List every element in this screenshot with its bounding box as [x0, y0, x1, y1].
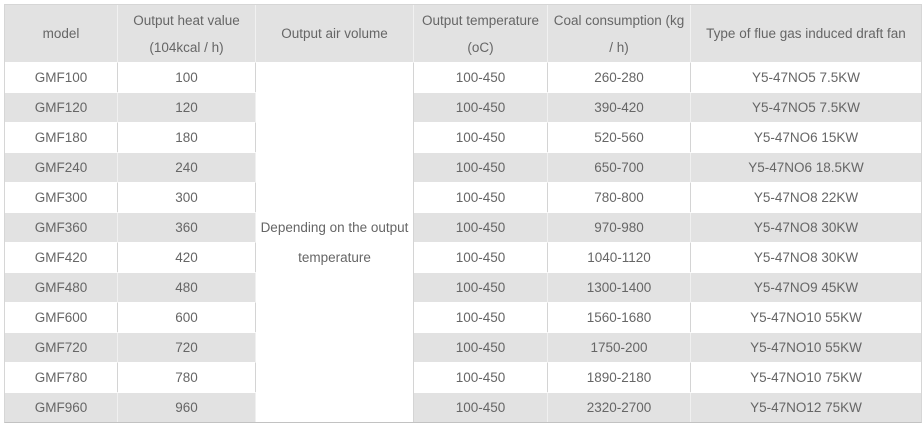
- table-row: GMF100 100 Depending on the output tempera…: [5, 62, 921, 422]
- cell-model: GMF360: [5, 212, 118, 242]
- cell-fan: Y5-47NO5 7.5KW: [691, 62, 921, 92]
- cell-heat: 420: [118, 242, 256, 272]
- table-row: GMF720 720 100-450 1750-200 Y5-47NO10 55KW: [5, 332, 921, 362]
- table-row: GMF420 420 100-450 1040-1120 Y5-47NO8 30KW: [5, 242, 921, 272]
- spec-table: model Output heat value (104kcal / h) Ou…: [4, 4, 922, 423]
- cell-heat: 360: [118, 212, 256, 242]
- cell-coal: 520-560: [548, 122, 691, 152]
- cell-model: GMF100: [5, 62, 118, 92]
- cell-heat: 600: [118, 302, 256, 332]
- cell-fan: Y5-47NO10 75KW: [691, 362, 921, 392]
- cell-model: GMF780: [5, 362, 118, 392]
- col-header-model: model: [5, 5, 118, 62]
- cell-temp: 100-450: [414, 212, 548, 242]
- cell-fan: Y5-47NO5 7.5KW: [691, 92, 921, 122]
- cell-model: GMF300: [5, 182, 118, 212]
- cell-fan: Y5-47NO10 55KW: [691, 302, 921, 332]
- cell-temp: 100-450: [414, 302, 548, 332]
- table-row: GMF120 120 100-450 390-420 Y5-47NO5 7.5KW: [5, 92, 921, 122]
- cell-temp: 100-450: [414, 392, 548, 422]
- cell-heat: 240: [118, 152, 256, 182]
- table-row: GMF480 480 100-450 1300-1400 Y5-47NO9 45KW: [5, 272, 921, 302]
- cell-fan: Y5-47NO8 22KW: [691, 182, 921, 212]
- cell-model: GMF180: [5, 122, 118, 152]
- cell-fan: Y5-47NO12 75KW: [691, 392, 921, 422]
- cell-heat: 120: [118, 92, 256, 122]
- table-row: GMF300 300 100-450 780-800 Y5-47NO8 22KW: [5, 182, 921, 212]
- cell-temp: 100-450: [414, 242, 548, 272]
- table-row: GMF600 600 100-450 1560-1680 Y5-47NO10 55KW: [5, 302, 921, 332]
- cell-fan: Y5-47NO6 15KW: [691, 122, 921, 152]
- cell-model: GMF480: [5, 272, 118, 302]
- cell-heat: 720: [118, 332, 256, 362]
- table-body: GMF100 100 Depending on the output tempera…: [5, 62, 921, 422]
- cell-temp: 100-450: [414, 272, 548, 302]
- cell-coal: 390-420: [548, 92, 691, 122]
- cell-coal: 650-700: [548, 152, 691, 182]
- table-row: GMF240 240 100-450 650-700 Y5-47NO6 18.5KW: [5, 152, 921, 182]
- cell-fan: Y5-47NO8 30KW: [691, 242, 921, 272]
- table-row: GMF780 780 100-450 1890-2180 Y5-47NO10 75KW: [5, 362, 921, 392]
- col-header-output-air-volume: Output air volume: [256, 5, 414, 62]
- cell-heat: 780: [118, 362, 256, 392]
- cell-temp: 100-450: [414, 182, 548, 212]
- cell-coal: 1750-200: [548, 332, 691, 362]
- cell-temp: 100-450: [414, 332, 548, 362]
- cell-coal: 1040-1120: [548, 242, 691, 272]
- cell-temp: 100-450: [414, 122, 548, 152]
- cell-model: GMF120: [5, 92, 118, 122]
- cell-coal: 1300-1400: [548, 272, 691, 302]
- cell-model: GMF720: [5, 332, 118, 362]
- cell-temp: 100-450: [414, 152, 548, 182]
- cell-model: GMF600: [5, 302, 118, 332]
- col-header-output-heat-value: Output heat value (104kcal / h): [118, 5, 256, 62]
- cell-heat: 100: [118, 62, 256, 92]
- cell-heat: 300: [118, 182, 256, 212]
- cell-coal: 780-800: [548, 182, 691, 212]
- cell-coal: 1560-1680: [548, 302, 691, 332]
- col-header-fan-type: Type of flue gas induced draft fan: [691, 5, 921, 62]
- col-header-output-temperature: Output temperature (oC): [414, 5, 548, 62]
- table-row: GMF360 360 100-450 970-980 Y5-47NO8 30KW: [5, 212, 921, 242]
- header-row: model Output heat value (104kcal / h) Ou…: [5, 5, 921, 62]
- cell-temp: 100-450: [414, 92, 548, 122]
- cell-temp: 100-450: [414, 62, 548, 92]
- cell-heat: 960: [118, 392, 256, 422]
- table-row: GMF180 180 100-450 520-560 Y5-47NO6 15KW: [5, 122, 921, 152]
- cell-heat: 480: [118, 272, 256, 302]
- cell-coal: 1890-2180: [548, 362, 691, 392]
- cell-air-volume-merged: Depending on the output temperature: [256, 62, 414, 422]
- cell-fan: Y5-47NO6 18.5KW: [691, 152, 921, 182]
- cell-coal: 2320-2700: [548, 392, 691, 422]
- cell-model: GMF240: [5, 152, 118, 182]
- cell-model: GMF960: [5, 392, 118, 422]
- cell-coal: 970-980: [548, 212, 691, 242]
- cell-heat: 180: [118, 122, 256, 152]
- cell-fan: Y5-47NO8 30KW: [691, 212, 921, 242]
- col-header-coal-consumption: Coal consumption (kg / h): [548, 5, 691, 62]
- cell-coal: 260-280: [548, 62, 691, 92]
- cell-fan: Y5-47NO9 45KW: [691, 272, 921, 302]
- cell-fan: Y5-47NO10 55KW: [691, 332, 921, 362]
- table-row: GMF960 960 100-450 2320-2700 Y5-47NO12 75KW: [5, 392, 921, 422]
- cell-model: GMF420: [5, 242, 118, 272]
- cell-temp: 100-450: [414, 362, 548, 392]
